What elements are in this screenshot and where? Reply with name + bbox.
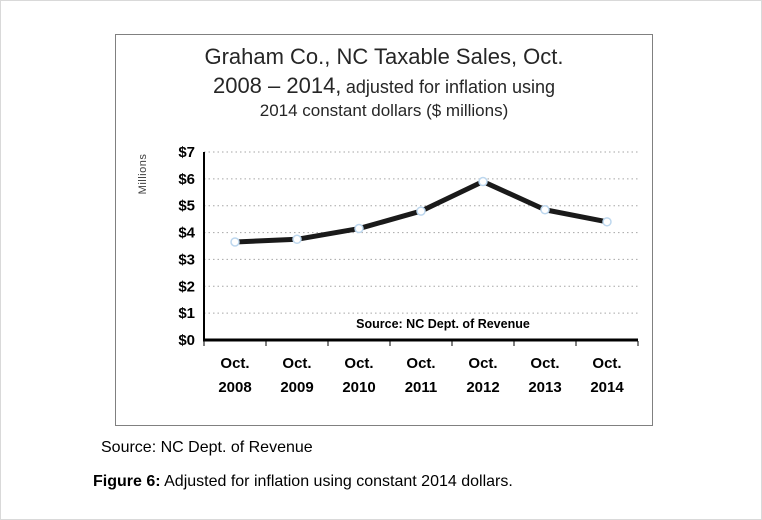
chart-title-line1: Graham Co., NC Taxable Sales, Oct. [204,44,564,69]
x-tick-label-month: Oct. [468,355,497,372]
source-caption: Source: NC Dept. of Revenue [101,439,313,456]
x-tick-label-year: 2009 [280,379,313,396]
x-tick-label-year: 2012 [466,379,499,396]
chart-title: Graham Co., NC Taxable Sales, Oct. 2008 … [116,43,652,122]
y-tick-label: $4 [178,225,195,242]
x-tick-label-month: Oct. [220,355,249,372]
x-tick-label-month: Oct. [282,355,311,372]
data-point-marker [230,237,240,247]
y-tick-label: $5 [178,198,195,215]
y-tick-label: $3 [178,251,195,268]
y-axis-title: Millions [137,154,149,195]
data-point-marker [354,223,364,234]
chart-title-line2: 2008 – 2014, adjusted for inflation usin… [116,72,652,101]
x-tick-label-month: Oct. [344,355,373,372]
x-tick-label-year: 2011 [405,379,438,396]
x-tick-label-month: Oct. [530,355,559,372]
y-tick-label: $1 [178,305,195,322]
y-tick-label: $7 [178,144,195,161]
chart-title-line2-note: adjusted for inflation using [345,76,556,97]
y-tick-label: $2 [178,278,195,295]
x-tick-label-month: Oct. [592,355,621,372]
chart-annotation: Source: NC Dept. of Revenue [356,317,530,331]
x-tick-label-year: 2013 [528,379,561,396]
data-point-marker [602,217,612,227]
data-point-marker [540,204,550,215]
chart-title-line2-years: 2008 – 2014, [212,72,342,98]
figure-caption: Figure 6: Adjusted for inflation using c… [93,473,513,491]
x-tick-label-year: 2014 [590,379,624,396]
data-point-marker [292,234,302,245]
x-tick-label-year: 2010 [342,379,375,396]
line-chart-plot: $0 $1 $2 $3 $4 $5 $6 $7 Millions Oct. 2008 Oct. 2009… [137,144,639,396]
data-point-marker [478,176,488,187]
figure-text: Adjusted for inflation using constant 20… [160,473,513,490]
chart-frame: Graham Co., NC Taxable Sales, Oct. 2008 … [115,34,653,426]
chart-title-line3: 2014 constant dollars ($ millions) [259,101,509,121]
figure-label: Figure 6: [93,473,161,490]
data-point-marker [416,206,426,216]
x-tick-label-month: Oct. [406,355,435,372]
x-tick-label-year: 2008 [218,379,251,396]
y-tick-label: $6 [178,171,195,188]
y-tick-label: $0 [178,332,195,349]
